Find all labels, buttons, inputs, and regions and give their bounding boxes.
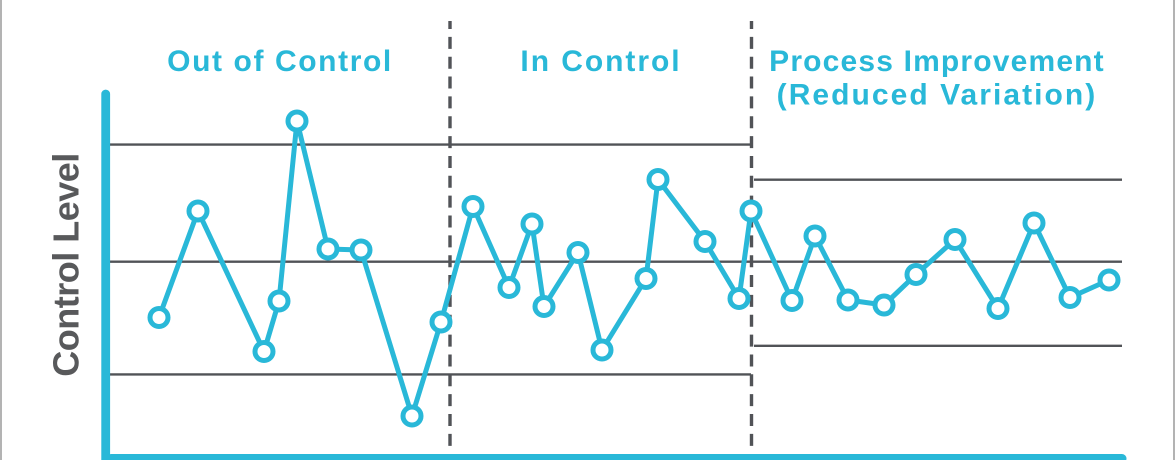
svg-text:Control Level: Control Level bbox=[46, 153, 87, 377]
svg-text:Process Improvement: Process Improvement bbox=[769, 45, 1105, 78]
svg-text:Out of Control: Out of Control bbox=[167, 45, 393, 78]
svg-text:(Reduced Variation): (Reduced Variation) bbox=[777, 79, 1098, 112]
svg-text:In Control: In Control bbox=[520, 45, 681, 78]
